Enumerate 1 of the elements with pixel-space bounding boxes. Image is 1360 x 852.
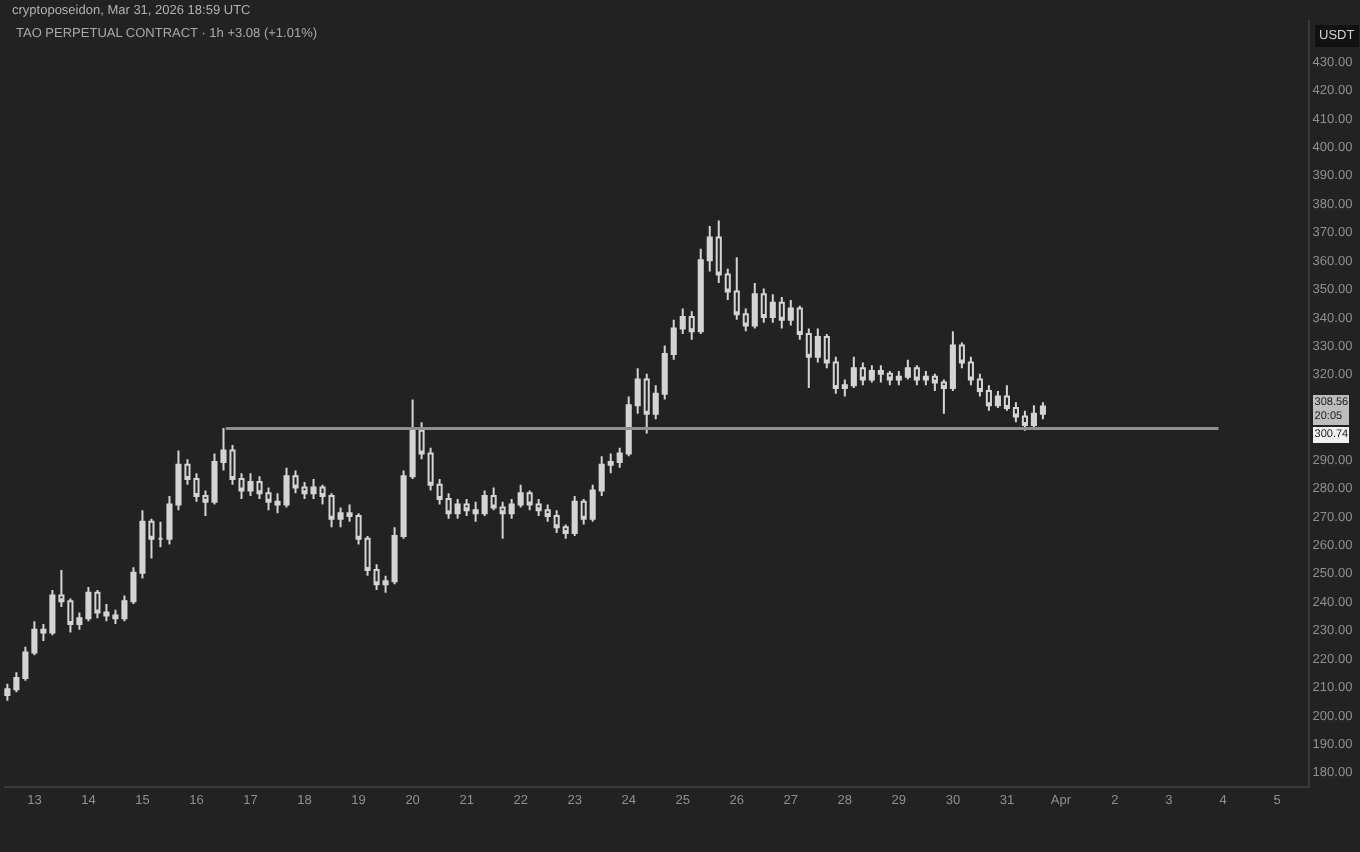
candlestick xyxy=(1039,401,1046,421)
